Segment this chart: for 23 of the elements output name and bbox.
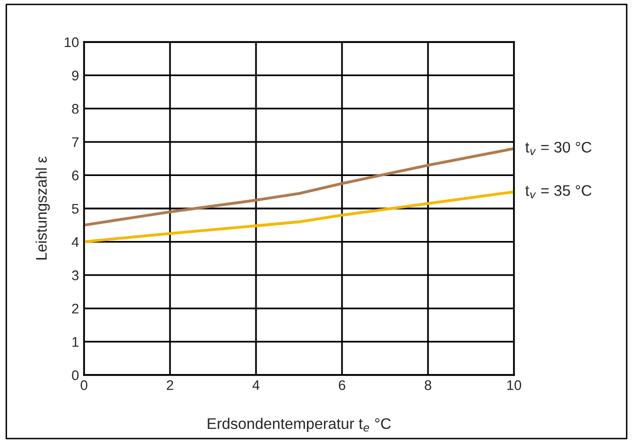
x-tick-label: 6 [338, 380, 346, 390]
x-tick-label: 10 [507, 380, 522, 390]
y-tick-label: 1 [72, 337, 78, 347]
x-tick-label: 0 [80, 380, 88, 390]
line-series [84, 190, 514, 244]
y-tick-label: 6 [72, 170, 79, 180]
x-tick-label: 4 [252, 380, 260, 390]
x-axis-title: Erdsondentemperatur t$_{e}$ °C [208, 418, 391, 432]
y-tick-label: 7 [72, 137, 78, 147]
x-tick-label: 2 [166, 380, 174, 390]
line-series [84, 147, 514, 227]
y-tick-label: 5 [72, 204, 79, 214]
series-label: t$_{v}$ = 35 °C [525, 185, 592, 198]
x-tick-label: 8 [424, 380, 432, 390]
y-tick-label: 10 [64, 37, 79, 48]
series-label: t$_{v}$ = 30 °C [525, 142, 592, 155]
y-tick-label: 8 [72, 104, 79, 114]
y-tick-label: 4 [72, 237, 79, 247]
y-tick-label: 2 [72, 304, 78, 314]
y-tick-label: 3 [72, 270, 79, 280]
y-tick-label: 9 [72, 70, 78, 80]
y-axis-title: Leistungszahl ε [36, 156, 50, 260]
y-tick-label: 0 [72, 370, 79, 380]
